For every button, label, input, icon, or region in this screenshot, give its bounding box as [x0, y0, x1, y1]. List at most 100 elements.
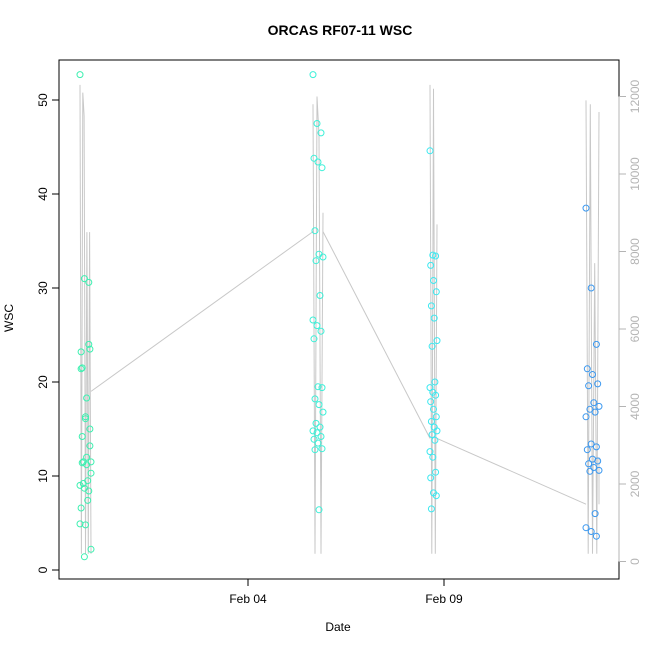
data-point: [583, 446, 591, 454]
x-tick-label: Feb 04: [229, 592, 267, 606]
data-point: [318, 164, 326, 172]
data-point: [86, 442, 94, 450]
data-point: [582, 413, 590, 421]
data-point: [587, 528, 595, 535]
data-point: [314, 158, 322, 166]
data-point: [317, 129, 325, 137]
data-point: [317, 327, 325, 335]
data-point: [311, 395, 319, 403]
data-point: [427, 398, 435, 406]
data-point: [309, 427, 317, 435]
data-point: [592, 443, 600, 451]
data-point: [319, 253, 327, 261]
data-point: [314, 439, 322, 447]
altitude-connector: [436, 437, 587, 505]
x-axis: Feb 04 Feb 09: [229, 579, 463, 606]
data-point: [85, 340, 93, 348]
y-tick-label: 50: [36, 93, 50, 107]
data-point: [313, 429, 321, 437]
data-point: [80, 553, 88, 561]
data-point: [79, 458, 87, 466]
data-point: [590, 399, 598, 407]
data-point: [590, 464, 598, 471]
altitude-connector: [90, 231, 314, 392]
data-point: [427, 302, 435, 310]
data-point: [311, 446, 319, 454]
data-point: [83, 453, 91, 461]
data-point: [77, 504, 85, 512]
y-axis: 0 10 20 30 40 50: [36, 93, 60, 573]
data-point: [312, 257, 320, 265]
data-point: [87, 458, 95, 466]
data-point: [430, 405, 437, 413]
data-point: [586, 467, 594, 475]
x-tick-label: Feb 09: [425, 592, 463, 606]
data-point: [428, 342, 436, 350]
data-point: [84, 496, 92, 504]
data-point: [587, 440, 595, 448]
y-tick-label: 0: [36, 566, 50, 573]
data-point: [312, 419, 320, 427]
data-point: [318, 384, 326, 392]
altitude-trace: [429, 84, 438, 554]
y2-axis: 0 2000 4000 6000 8000 10000 12000: [618, 79, 642, 565]
y-tick-label: 40: [36, 187, 50, 201]
data-point: [429, 251, 437, 259]
data-point: [85, 278, 93, 286]
data-point: [313, 120, 321, 127]
data-point: [319, 408, 327, 416]
plot-frame: [58, 59, 620, 580]
data-point: [432, 391, 440, 399]
data-point: [591, 408, 599, 416]
data-point: [84, 477, 92, 485]
data-point: [587, 284, 595, 292]
data-point: [86, 425, 94, 433]
data-point: [582, 204, 590, 212]
data-point: [432, 492, 440, 500]
y2-tick-label: 12000: [628, 79, 642, 113]
data-point: [585, 460, 593, 468]
altitude-connector: [322, 231, 431, 439]
data-point: [428, 431, 436, 439]
altitude-trace: [312, 96, 324, 554]
data-point: [594, 380, 602, 388]
data-point: [582, 524, 590, 532]
data-point: [310, 335, 318, 343]
data-points: [76, 71, 603, 561]
data-point: [592, 532, 600, 540]
data-point: [76, 520, 84, 528]
data-point: [310, 435, 318, 443]
data-point: [87, 545, 95, 553]
y2-tick-label: 6000: [628, 315, 642, 342]
data-point: [426, 147, 434, 155]
y2-tick-label: 4000: [628, 393, 642, 420]
data-point: [82, 413, 89, 421]
data-point: [427, 418, 435, 425]
data-point: [594, 457, 602, 465]
data-point: [591, 510, 599, 518]
data-point: [77, 365, 85, 373]
altitude-lines: [79, 84, 600, 554]
data-point: [433, 427, 441, 435]
data-point: [432, 413, 440, 421]
data-point: [82, 415, 89, 423]
y-tick-label: 30: [36, 281, 50, 295]
data-point: [316, 292, 324, 299]
data-point: [432, 252, 440, 260]
data-point: [83, 394, 91, 402]
data-point: [432, 468, 440, 476]
data-point: [76, 71, 84, 79]
data-point: [430, 314, 438, 322]
data-point: [427, 261, 435, 269]
data-point: [318, 445, 326, 453]
data-point: [431, 378, 439, 386]
data-point: [315, 506, 323, 514]
data-point: [309, 316, 317, 324]
data-point: [313, 322, 321, 330]
y2-tick-label: 8000: [628, 238, 642, 265]
data-point: [80, 275, 88, 283]
data-point: [585, 382, 593, 390]
data-point: [78, 364, 86, 372]
data-point: [427, 505, 435, 513]
